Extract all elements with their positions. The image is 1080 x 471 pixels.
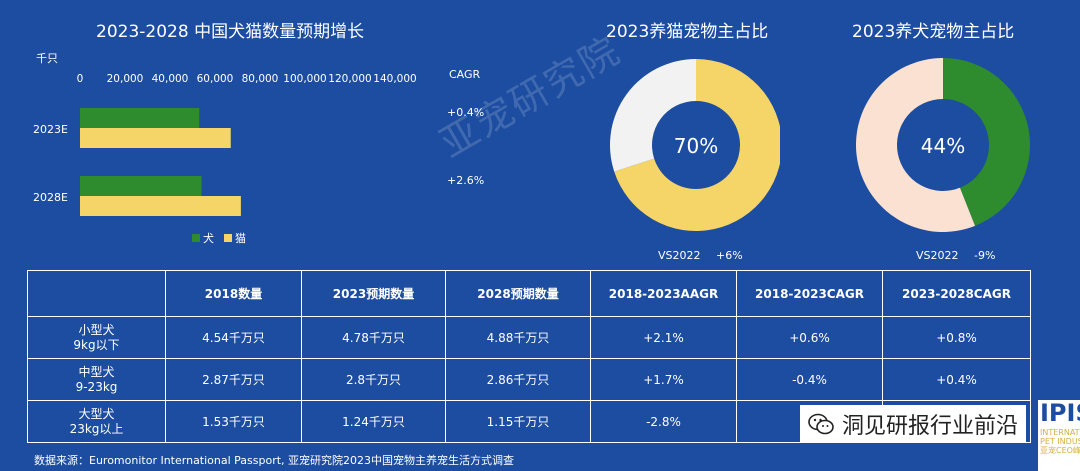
- table-cell: +0.6%: [736, 316, 883, 359]
- y-axis-categories: 2023E 2028E: [33, 123, 68, 204]
- legend: 犬猫: [192, 231, 246, 245]
- donut-slice: [610, 59, 696, 172]
- x-tick-label: 100,000: [283, 73, 326, 85]
- y-category-label: 2023E: [33, 123, 68, 136]
- bar-chart: 千只 CAGR 0 20,000 40,000 60,000 80,000 100,000…: [33, 52, 484, 245]
- donut-slice: [614, 59, 780, 231]
- table-cell: 2.87千万只: [165, 358, 302, 401]
- table-cell: +1.7%: [590, 358, 737, 401]
- cat-owner-footnote: VS2022 +6%: [658, 249, 743, 262]
- table-cell: +2.1%: [590, 316, 737, 359]
- row-name: 中型犬: [78, 364, 115, 379]
- legend-swatch: [192, 234, 200, 242]
- cat-owner-title: 2023养猫宠物主占比: [606, 22, 769, 42]
- bars: [80, 108, 241, 216]
- ipis-logo-subtext: INTERNATIONAL PET INDUSTRY 亚宠CEO峰: [1040, 428, 1080, 455]
- wechat-account-name: 洞见研报行业前沿: [842, 414, 1019, 439]
- wechat-icon: [808, 413, 834, 435]
- row-name: 大型犬: [78, 406, 115, 421]
- donut-slice: [943, 58, 1030, 226]
- x-tick-label: 40,000: [152, 73, 189, 85]
- legend-label: 犬: [203, 231, 214, 245]
- table-header-cell: 2018数量: [165, 270, 302, 317]
- donut-center-label: 44%: [921, 134, 965, 158]
- wechat-account-badge: 洞见研报行业前沿: [800, 405, 1027, 443]
- legend-swatch: [224, 234, 232, 242]
- cat-footnote-value: +6%: [716, 249, 743, 262]
- row-sub: 9-23kg: [75, 379, 118, 394]
- cagr-value: +2.6%: [447, 174, 484, 187]
- dog-footnote-value: -9%: [974, 249, 996, 262]
- dog-owner-donut: 44%: [856, 58, 1030, 232]
- table-cell: 4.88千万只: [445, 316, 591, 359]
- table-cell: +0.8%: [882, 316, 1031, 359]
- table-header-cell: [27, 270, 166, 317]
- bar-犬-2023E: [80, 108, 200, 128]
- bar-犬-2028E: [80, 176, 202, 196]
- x-axis-ticks: 0 20,000 40,000 60,000 80,000 100,000 120,000 1…: [77, 73, 417, 85]
- bar-猫-2023E: [80, 128, 231, 148]
- table-cell: 2.86千万只: [445, 358, 591, 401]
- dog-owner-footnote: VS2022 -9%: [916, 249, 995, 262]
- table-row: 中型犬 9-23kg 2.87千万只 2.8千万只 2.86千万只 +1.7% -…: [27, 358, 1031, 401]
- cagr-header: CAGR: [449, 68, 481, 81]
- x-tick-label: 120,000: [328, 73, 371, 85]
- table-cell: 4.78千万只: [301, 316, 446, 359]
- ipis-logo: IPIS INTERNATIONAL PET INDUSTRY 亚宠CEO峰: [1038, 400, 1080, 471]
- table-cell: 1.15千万只: [445, 400, 591, 443]
- table-header-cell: 2023预期数量: [301, 270, 446, 317]
- source-note: 数据来源：Euromonitor International Passport,…: [34, 454, 515, 467]
- cat-owner-donut: 70%: [610, 59, 780, 231]
- x-tick-label: 140,000: [373, 73, 416, 85]
- table-cell: 4.54千万只: [165, 316, 302, 359]
- row-sub: 23kg以上: [69, 421, 124, 436]
- table-header-row: 2018数量 2023预期数量 2028预期数量 2018-2023AAGR 2…: [27, 270, 1031, 317]
- table-cell: 2.8千万只: [301, 358, 446, 401]
- table-header-cell: 2023-2028CAGR: [882, 270, 1031, 317]
- legend-label: 猫: [235, 232, 246, 245]
- x-tick-label: 0: [77, 73, 84, 85]
- cagr-value: +0.4%: [447, 106, 484, 119]
- x-tick-label: 20,000: [107, 73, 144, 85]
- cat-footnote-label: VS2022: [658, 249, 701, 262]
- donut-center-label: 70%: [674, 134, 718, 158]
- x-tick-label: 80,000: [242, 73, 279, 85]
- bar-chart-unit-label: 千只: [36, 52, 58, 65]
- row-label: 中型犬 9-23kg: [27, 358, 166, 401]
- dog-footnote-label: VS2022: [916, 249, 959, 262]
- bar-chart-title: 2023-2028 中国犬猫数量预期增长: [96, 22, 365, 42]
- y-category-label: 2028E: [33, 191, 68, 204]
- cagr-labels: +0.4% +2.6%: [447, 106, 484, 187]
- row-label: 大型犬 23kg以上: [27, 400, 166, 443]
- x-tick-label: 60,000: [197, 73, 234, 85]
- table-cell: 1.53千万只: [165, 400, 302, 443]
- table-cell: -0.4%: [736, 358, 883, 401]
- row-sub: 9kg以下: [73, 337, 120, 352]
- dog-owner-title: 2023养犬宠物主占比: [852, 22, 1015, 42]
- table-row: 小型犬 9kg以下 4.54千万只 4.78千万只 4.88千万只 +2.1% +…: [27, 316, 1031, 359]
- table-header-cell: 2018-2023CAGR: [736, 270, 883, 317]
- bar-猫-2028E: [80, 196, 241, 216]
- row-label: 小型犬 9kg以下: [27, 316, 166, 359]
- row-name: 小型犬: [78, 322, 115, 337]
- table-header-cell: 2028预期数量: [445, 270, 591, 317]
- table-cell: 1.24千万只: [301, 400, 446, 443]
- ipis-logo-mark: IPIS: [1040, 400, 1080, 427]
- table-cell: +0.4%: [882, 358, 1031, 401]
- donut-slice: [856, 58, 976, 232]
- table-header-cell: 2018-2023AAGR: [590, 270, 737, 317]
- table-cell: -2.8%: [590, 400, 737, 443]
